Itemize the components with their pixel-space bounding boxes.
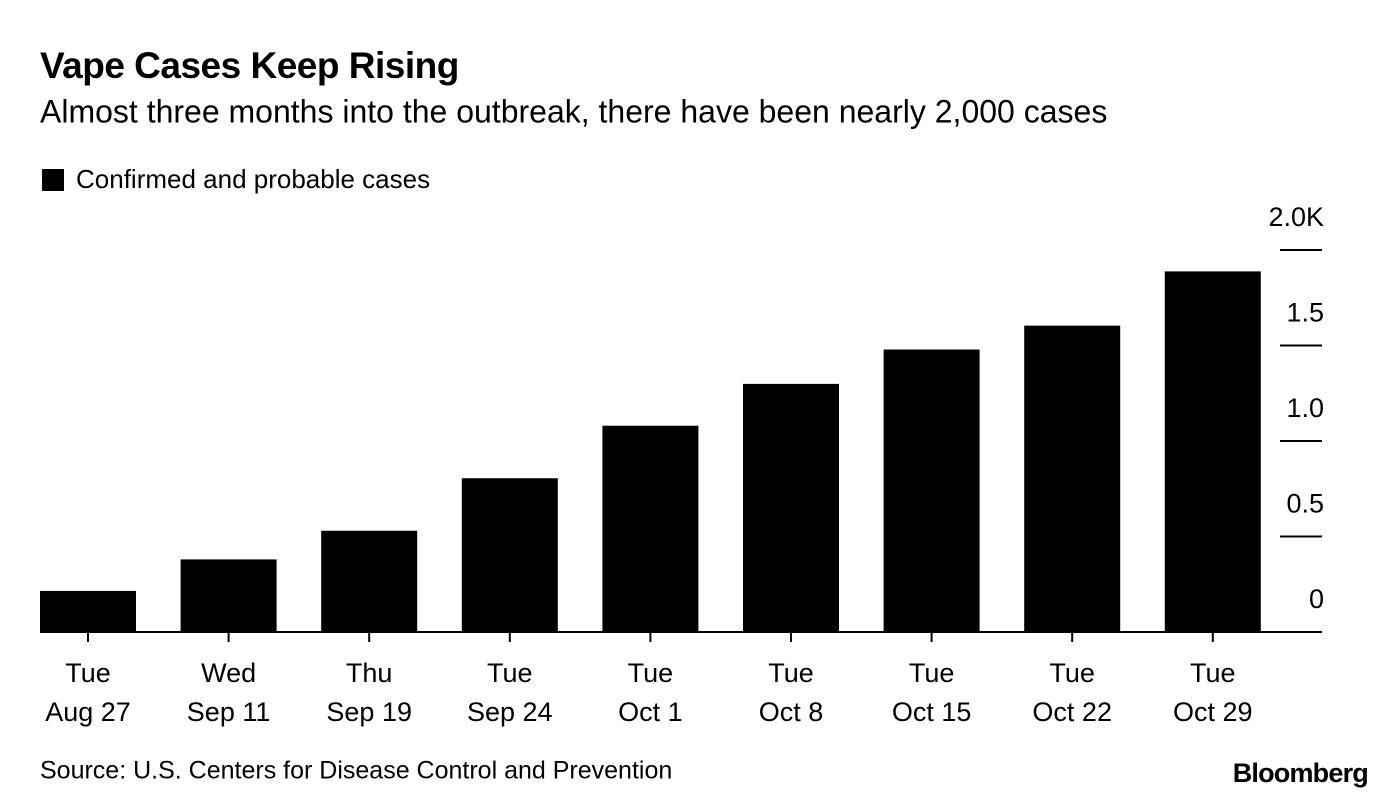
y-tick-label: 0	[1309, 584, 1324, 614]
x-tick-label: Tue	[628, 658, 674, 688]
y-tick-label: 1.5	[1286, 298, 1324, 328]
x-tick-label: Oct 8	[759, 697, 824, 727]
x-tick-label: Tue	[768, 658, 814, 688]
bar	[602, 425, 699, 632]
y-tick-label: 1.0	[1286, 393, 1324, 423]
x-tick-label: Oct 15	[892, 697, 972, 727]
chart-subtitle: Almost three months into the outbreak, t…	[40, 93, 1107, 129]
x-tick-label: Wed	[201, 658, 256, 688]
x-tick-label: Sep 19	[326, 697, 412, 727]
x-tick-label: Tue	[1049, 658, 1095, 688]
bar	[461, 478, 558, 632]
bar	[40, 590, 136, 632]
bar	[321, 530, 418, 632]
x-tick-label: Tue	[909, 658, 955, 688]
bar	[1164, 271, 1261, 632]
x-tick-label: Thu	[346, 658, 393, 688]
x-tick-label: Sep 24	[467, 697, 553, 727]
bar	[883, 349, 980, 632]
x-tick-label: Aug 27	[45, 697, 131, 727]
bar	[180, 559, 277, 632]
y-tick-label: 2.0K	[1268, 202, 1324, 232]
x-tick-label: Sep 11	[187, 697, 271, 727]
brand: Bloomberg	[1233, 758, 1368, 788]
legend-label: Confirmed and probable cases	[76, 164, 430, 194]
x-tick-label: Oct 29	[1173, 697, 1253, 727]
x-tick-label: Tue	[487, 658, 533, 688]
chart-title: Vape Cases Keep Rising	[40, 45, 459, 86]
bar	[1024, 325, 1121, 632]
x-tick-label: Oct 22	[1032, 697, 1112, 727]
x-tick-label: Tue	[65, 658, 111, 688]
x-tick-label: Oct 1	[618, 697, 683, 727]
x-tick-label: Tue	[1190, 658, 1236, 688]
y-tick-label: 0.5	[1286, 489, 1324, 519]
legend-swatch	[42, 169, 64, 191]
source: Source: U.S. Centers for Disease Control…	[40, 757, 672, 785]
bar	[743, 383, 839, 632]
